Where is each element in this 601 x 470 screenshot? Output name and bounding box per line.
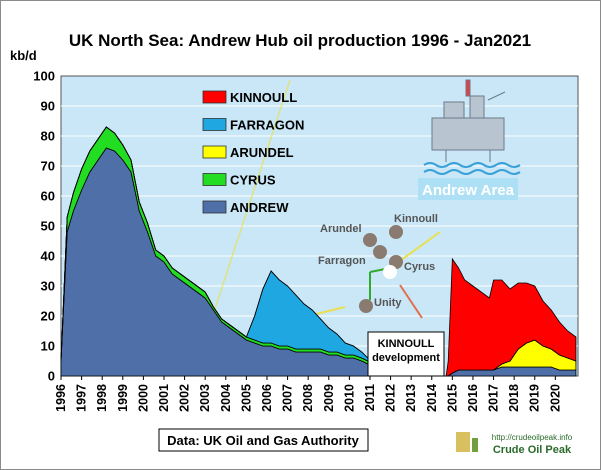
y-tick-label: 60 (41, 189, 55, 204)
y-axis-ticks: 0 10 20 30 40 50 60 70 80 90 100 (33, 69, 55, 384)
source-box (158, 428, 369, 452)
crude-oil-peak-logo: http://crudeoilpeak.info Crude Oil Peak (456, 432, 573, 456)
rig-icon (431, 79, 506, 162)
x-tick-label: 2014 (425, 384, 439, 412)
logo-url: http://crudeoilpeak.info (492, 433, 573, 442)
y-tick-label: 20 (41, 309, 55, 324)
y-tick-label: 40 (41, 249, 55, 264)
x-tick-label: 1996 (54, 384, 68, 412)
legend-swatch-andrew (202, 200, 227, 214)
legend: KINNOULL FARRAGON ARUNDEL CYRUS ANDREW (202, 90, 304, 215)
y-tick-label: 90 (41, 99, 55, 114)
y-tick-label: 0 (48, 369, 55, 384)
cyrus-label: Cyrus (404, 261, 435, 273)
andrew-area-label: Andrew Area (422, 182, 515, 199)
x-tick-label: 2016 (466, 384, 480, 412)
x-tick-label: 2002 (178, 384, 192, 412)
x-tick-label: 2018 (507, 384, 521, 412)
series-area-kinnoull (60, 126, 577, 377)
x-tick-label: 2000 (136, 384, 150, 412)
source-note: Data: UK Oil and Gas Authority (167, 433, 359, 448)
legend-swatch-arundel (202, 145, 227, 159)
farragon-label: Farragon (318, 255, 366, 267)
x-tick-label: 2010 (342, 384, 356, 412)
legend-swatch-kinnoull (202, 90, 227, 104)
x-tick-label: 2020 (548, 384, 562, 412)
legend-label-farragon: FARRAGON (230, 118, 304, 133)
x-tick-label: 2011 (363, 384, 377, 411)
x-tick-label: 2019 (528, 384, 542, 412)
x-tick-label: 2004 (219, 384, 233, 412)
inset-map: Andrew Area Arundel (207, 79, 521, 331)
x-tick-label: 2013 (404, 384, 418, 412)
x-tick-label: 2017 (487, 384, 501, 412)
x-tick-label: 1997 (75, 384, 89, 412)
y-tick-label: 50 (41, 219, 55, 234)
x-tick-label: 2006 (260, 384, 274, 412)
logo-text: Crude Oil Peak (493, 444, 572, 456)
x-tick-label: 1999 (116, 384, 130, 412)
y-tick-label: 80 (41, 129, 55, 144)
annotation-line-2: development (372, 352, 440, 364)
y-tick-label: 10 (41, 339, 55, 354)
chart-title: UK North Sea: Andrew Hub oil production … (69, 31, 531, 50)
legend-label-kinnoull: KINNOULL (230, 90, 297, 105)
x-axis-ticks: 1996 1997 1998 1999 2000 2001 2002 2003 2004 2005… (54, 376, 562, 412)
x-tick-label: 2015 (445, 384, 459, 412)
y-tick-label: 70 (41, 159, 55, 174)
unity-label: Unity (374, 297, 402, 309)
x-tick-label: 2007 (281, 384, 295, 412)
andrew-area-box (418, 178, 518, 200)
x-tick-label: 2009 (322, 384, 336, 412)
kinnoull-development-annotation: KINNOULL development (367, 331, 445, 377)
annotation-line-1: KINNOULL (378, 338, 435, 350)
legend-label-andrew: ANDREW (230, 200, 289, 215)
x-tick-label: 2008 (301, 384, 315, 412)
logo-bar (472, 438, 478, 452)
y-tick-label: 100 (33, 69, 55, 84)
x-tick-label: 2012 (384, 384, 398, 412)
x-tick-label: 1998 (95, 384, 109, 412)
y-tick-label: 30 (41, 279, 55, 294)
y-axis-label: kb/d (10, 48, 37, 63)
legend-swatch-farragon (202, 118, 227, 131)
wave-icon (423, 162, 521, 175)
legend-label-arundel: ARUNDEL (230, 145, 294, 160)
annotation-box (367, 331, 445, 377)
logo-icon (456, 432, 470, 452)
stacked-areas (60, 126, 577, 377)
x-tick-label: 2003 (198, 384, 212, 412)
legend-swatch-cyrus (202, 173, 227, 186)
field-map: Arundel Kinnoull Farragon Cyrus Unity (207, 79, 441, 331)
x-tick-label: 2005 (239, 384, 253, 412)
arundel-label: Arundel (320, 223, 362, 235)
x-tick-label: 2001 (157, 384, 171, 412)
kinnoull-label: Kinnoull (394, 213, 438, 225)
legend-label-cyrus: CYRUS (230, 173, 276, 188)
